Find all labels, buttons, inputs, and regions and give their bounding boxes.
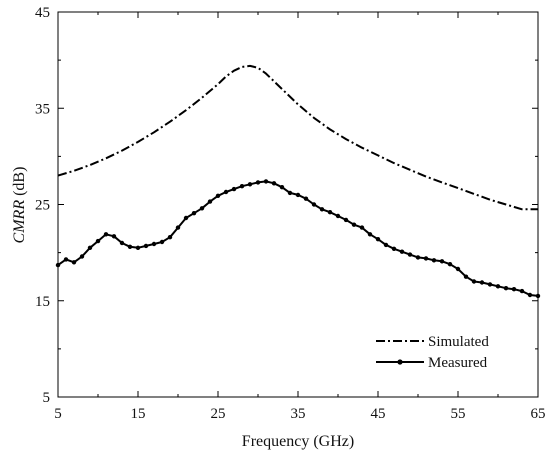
data-point-measured [303, 196, 309, 201]
data-point-measured [207, 199, 213, 204]
data-point-measured [159, 239, 165, 245]
data-point-measured [271, 181, 277, 186]
data-point-measured [191, 211, 197, 216]
data-point-measured [167, 235, 173, 240]
data-point-measured [335, 213, 341, 219]
data-point-measured [231, 186, 237, 192]
data-point-measured [87, 245, 93, 250]
data-point-measured [255, 180, 261, 185]
axis-ticks: 5 15 25 35 45 55 65 5 15 25 35 45 [35, 5, 546, 422]
data-point-measured [183, 215, 189, 221]
y-axis-title-italic: CMRR [11, 200, 28, 244]
data-point-measured [431, 258, 437, 263]
data-point-measured [351, 222, 357, 227]
data-point-measured [367, 232, 373, 237]
y-tick-label: 5 [43, 390, 51, 406]
data-point-measured [79, 254, 85, 259]
data-point-measured [103, 232, 109, 237]
data-point-measured [479, 280, 485, 285]
data-point-measured [495, 284, 501, 289]
data-point-measured [527, 292, 533, 298]
data-point-measured [279, 185, 285, 190]
y-tick-label: 35 [35, 101, 50, 117]
data-point-measured [359, 225, 365, 230]
data-point-measured [151, 241, 157, 247]
legend-measured-marker [397, 359, 403, 365]
x-tick-label: 25 [211, 406, 226, 422]
data-point-measured [327, 210, 333, 215]
x-axis-title: Frequency (GHz) [242, 433, 354, 450]
data-point-measured [63, 257, 69, 262]
data-point-measured [111, 234, 117, 239]
legend-simulated-label: Simulated [428, 334, 489, 350]
legend: Simulated Measured [376, 334, 489, 371]
data-point-measured [535, 293, 541, 299]
data-point-measured [199, 206, 205, 211]
y-axis-title: CMRR (dB) [11, 167, 28, 244]
data-point-measured [319, 207, 325, 212]
data-point-measured [463, 274, 469, 279]
data-point-measured [383, 242, 389, 248]
y-tick-label: 25 [35, 198, 50, 214]
data-point-measured [511, 287, 517, 292]
data-point-measured [223, 189, 229, 195]
data-point-measured [295, 192, 301, 198]
data-point-measured [239, 184, 245, 189]
x-tick-label: 5 [54, 406, 62, 422]
data-point-measured [407, 252, 413, 257]
data-point-measured [455, 266, 461, 272]
data-point-measured [143, 243, 149, 249]
data-point-measured [287, 190, 293, 196]
data-point-measured [415, 255, 421, 260]
data-point-measured [343, 217, 349, 223]
data-point-measured [263, 179, 269, 184]
y-axis-title-unit: (dB) [11, 167, 28, 200]
y-tick-label: 15 [35, 294, 50, 310]
series-line-simulated [57, 64, 538, 211]
data-point-measured [399, 249, 405, 254]
x-tick-label: 45 [371, 406, 386, 422]
data-point-measured [135, 245, 141, 250]
data-point-measured [391, 246, 397, 251]
data-point-measured [503, 286, 509, 291]
data-point-measured [375, 237, 381, 242]
x-tick-label: 55 [451, 406, 466, 422]
data-point-measured [423, 256, 429, 261]
data-point-measured [119, 240, 125, 246]
data-point-measured [471, 279, 477, 284]
data-point-measured [311, 202, 317, 207]
legend-measured-label: Measured [428, 355, 488, 371]
y-tick-label: 45 [35, 5, 50, 21]
data-point-measured [519, 288, 525, 294]
data-point-measured [487, 282, 493, 287]
series-layer [55, 64, 541, 299]
data-point-measured [215, 193, 221, 198]
data-point-measured [127, 244, 133, 249]
data-point-measured [55, 262, 61, 268]
data-point-measured [175, 225, 181, 230]
x-tick-label: 65 [531, 406, 546, 422]
data-point-measured [447, 262, 453, 267]
data-point-measured [71, 260, 77, 265]
data-point-measured [439, 259, 445, 264]
x-tick-label: 35 [291, 406, 306, 422]
x-tick-label: 15 [131, 406, 146, 422]
data-point-measured [247, 182, 253, 187]
data-point-measured [95, 238, 101, 244]
